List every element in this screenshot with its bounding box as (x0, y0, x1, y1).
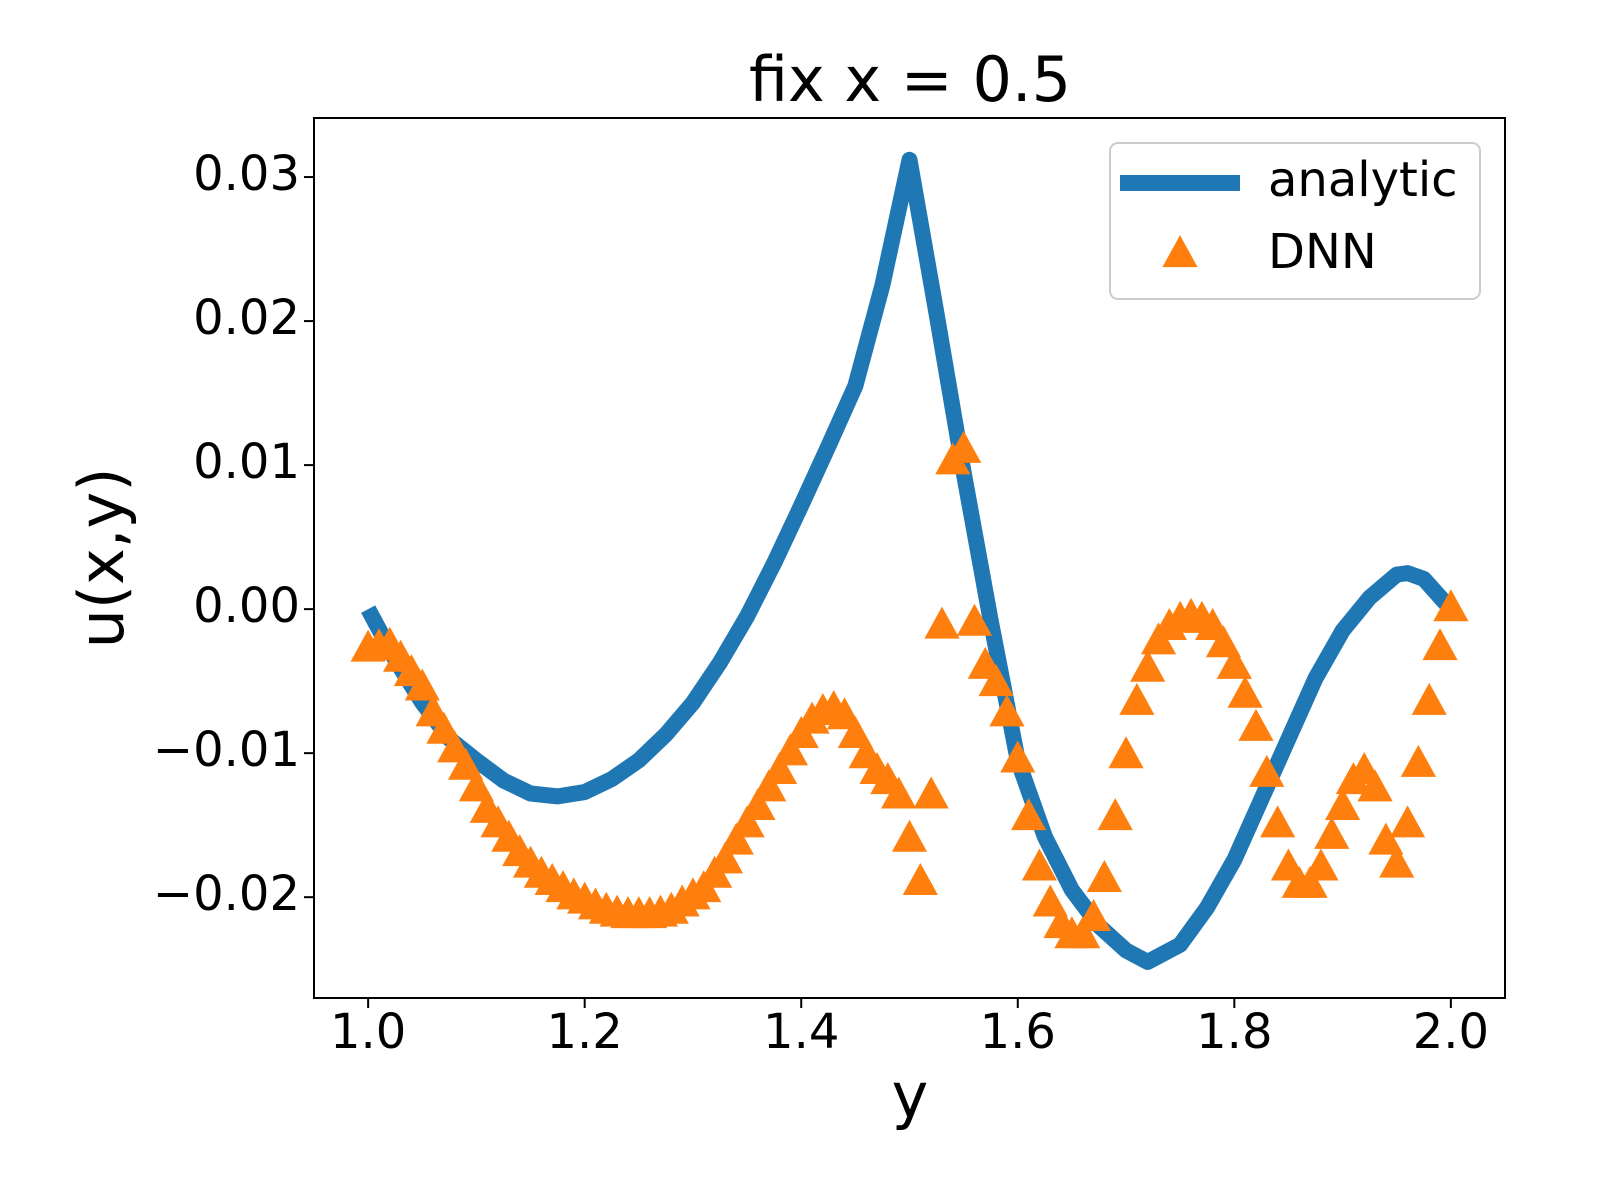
x-tick-label: 1.6 (980, 1004, 1056, 1060)
dnn-marker (1011, 798, 1047, 831)
x-tick-label: 1.8 (1196, 1004, 1272, 1060)
dnn-marker (1032, 884, 1068, 917)
dnn-marker (447, 747, 484, 780)
legend-label: DNN (1268, 224, 1377, 280)
y-tick-label: 0.02 (193, 290, 300, 346)
x-tick-label: 1.4 (763, 1004, 839, 1060)
dnn-marker (718, 822, 754, 855)
y-tick-label: −0.02 (153, 866, 300, 922)
dnn-marker (458, 769, 495, 802)
dnn-marker (740, 788, 776, 821)
dnn-marker (1260, 805, 1296, 838)
dnn-marker (1227, 675, 1263, 708)
dnn-marker (751, 769, 787, 802)
y-axis-label: u(x,y) (65, 468, 138, 649)
dnn-marker (1303, 848, 1339, 881)
dnn-marker (1368, 822, 1404, 855)
dnn-marker (1357, 769, 1393, 802)
plot-area (350, 151, 1469, 970)
x-tick-label: 1.0 (330, 1004, 406, 1060)
dnn-marker (1108, 736, 1144, 769)
dnn-marker (1097, 798, 1133, 831)
y-tick-label: 0.03 (193, 146, 300, 202)
dnn-marker (956, 603, 993, 636)
dnn-marker (902, 862, 938, 895)
dnn-marker (1205, 625, 1242, 658)
dnn-marker (1292, 865, 1328, 898)
dnn-marker (1119, 682, 1155, 715)
dnn-marker (881, 776, 917, 809)
dnn-marker (1314, 816, 1350, 849)
dnn-marker (1021, 848, 1058, 881)
dnn-marker (924, 606, 960, 639)
dnn-marker (913, 776, 949, 809)
dnn-marker (1411, 682, 1447, 715)
x-tick-label: 2.0 (1413, 1004, 1489, 1060)
dnn-marker (707, 841, 744, 874)
dnn-marker (1075, 898, 1112, 931)
y-tick-label: −0.01 (153, 722, 300, 778)
dnn-marker (1400, 744, 1436, 777)
dnn-marker (891, 819, 928, 852)
dnn-marker (978, 664, 1014, 697)
dnn-marker (404, 668, 440, 701)
legend-label: analytic (1268, 152, 1458, 208)
y-tick-label: 0.01 (193, 434, 300, 490)
dnn-marker (1422, 628, 1458, 661)
dnn-marker (761, 752, 798, 785)
dnn-marker (1000, 740, 1036, 773)
dnn-marker (1065, 916, 1101, 949)
y-tick-label: 0.00 (193, 578, 300, 634)
dnn-marker (1130, 649, 1166, 682)
plot-frame (313, 117, 1506, 999)
dnn-marker (1379, 845, 1415, 878)
legend-swatch (1162, 235, 1198, 268)
dnn-marker (1389, 805, 1426, 838)
dnn-marker (1249, 754, 1285, 787)
dnn-marker (1216, 646, 1252, 679)
x-axis-label: y (892, 1059, 929, 1132)
analytic-line (361, 151, 1457, 970)
dnn-marker (1324, 788, 1361, 821)
dnn-marker (946, 430, 982, 463)
dnn-marker (1238, 708, 1274, 741)
dnn-marker (1086, 860, 1122, 893)
dnn-marker (989, 694, 1025, 727)
dnn-marker (1433, 589, 1469, 622)
dnn-marker (729, 805, 765, 838)
dnn-marker (772, 733, 808, 766)
chart-title: fix x = 0.5 (749, 43, 1071, 116)
x-tick-label: 1.2 (547, 1004, 623, 1060)
